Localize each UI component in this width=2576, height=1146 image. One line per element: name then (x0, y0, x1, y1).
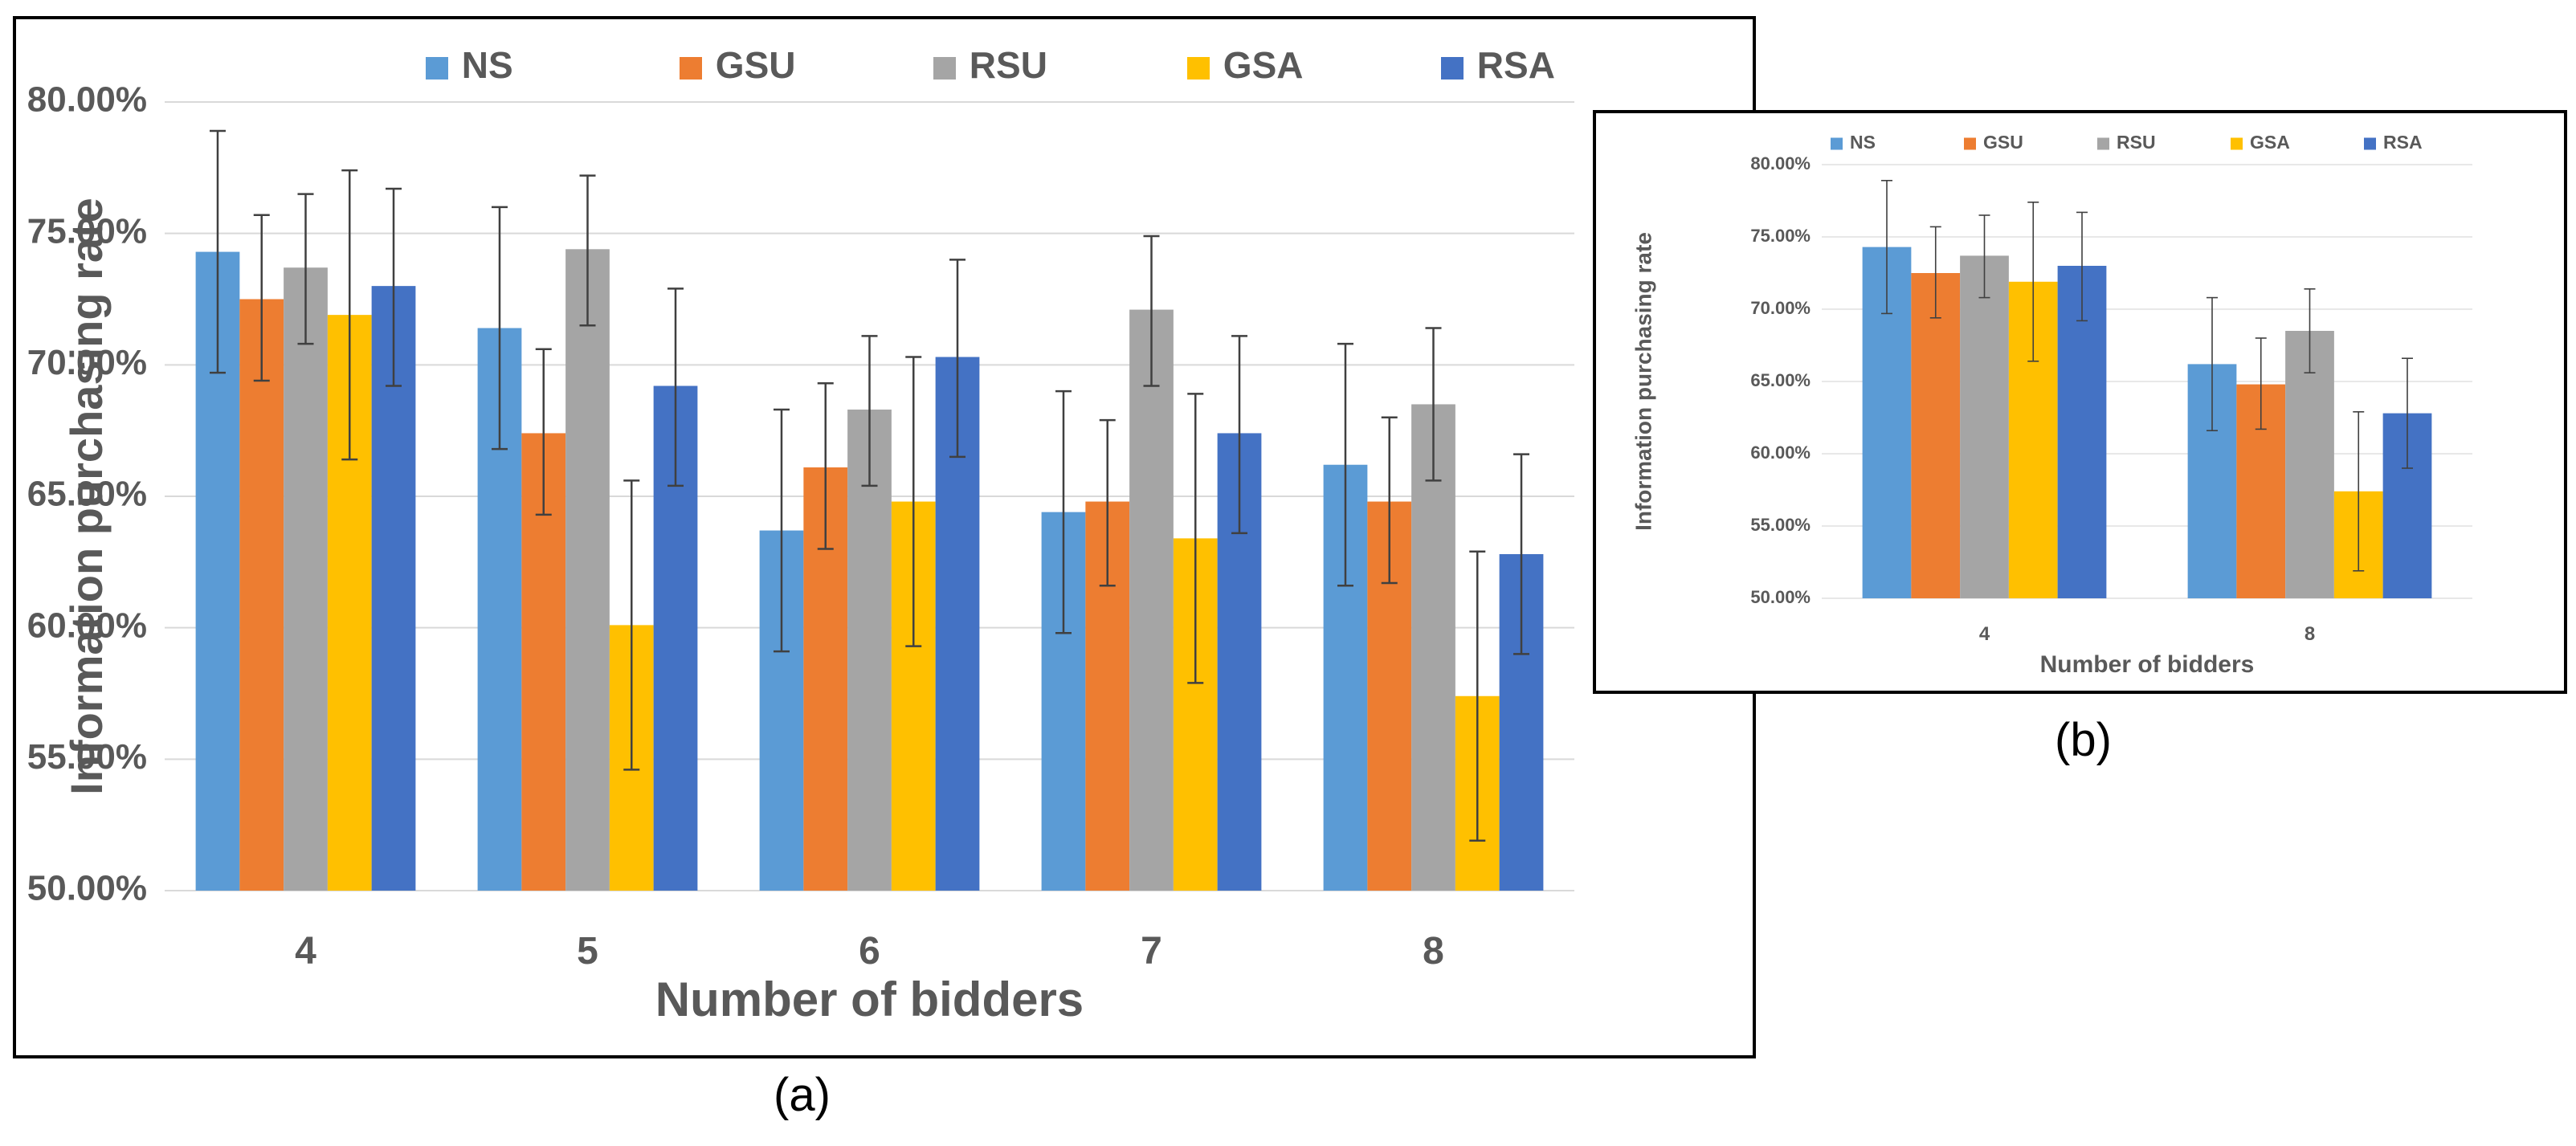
y-tick-label: 80.00% (27, 80, 147, 120)
legend-label-gsu: GSU (716, 44, 796, 86)
y-tick-label: 55.00% (27, 737, 147, 777)
bar-rsu-5 (565, 249, 610, 891)
y-tick-label: 80.00% (1750, 153, 1811, 173)
y-tick-label: 60.00% (27, 606, 147, 645)
bar-gsu-4 (239, 299, 284, 891)
x-tick-label: 6 (859, 930, 880, 973)
bar-gsu-4 (1911, 273, 1961, 598)
legend-swatch-rsu (933, 57, 956, 80)
y-tick-label: 70.00% (1750, 298, 1811, 318)
legend-swatch-gsu (680, 57, 702, 80)
legend-swatch-rsa (1441, 57, 1464, 80)
x-tick-label: 5 (577, 930, 598, 973)
x-axis-title: Number of bidders (655, 973, 1084, 1026)
legend-label-ns: NS (462, 44, 513, 86)
legend-swatch-gsu (1964, 137, 1976, 150)
legend-label-rsu: RSU (2117, 132, 2156, 153)
legend-label-gsu: GSU (1983, 132, 2023, 153)
legend-label-rsa: RSA (1477, 44, 1555, 86)
bar-rsu-4 (284, 267, 328, 891)
y-tick-label: 55.00% (1750, 515, 1811, 535)
bar-rsu-7 (1129, 309, 1174, 891)
x-tick-label: 8 (1423, 930, 1444, 973)
x-tick-label: 4 (295, 930, 316, 973)
legend-swatch-ns (426, 57, 448, 80)
caption-a: (a) (774, 1069, 831, 1121)
y-tick-label: 50.00% (1750, 587, 1811, 607)
bar-rsu-8 (2285, 331, 2334, 598)
legend-label-rsa: RSA (2383, 132, 2423, 153)
legend-label-gsa: GSA (2250, 132, 2290, 153)
bar-rsu-8 (1411, 404, 1455, 891)
legend-swatch-gsa (2231, 137, 2243, 150)
x-axis-title: Number of bidders (2040, 651, 2255, 678)
legend-label-gsa: GSA (1223, 44, 1304, 86)
y-axis-title: Information purchasing rate (61, 198, 112, 795)
y-tick-label: 75.00% (1750, 226, 1811, 246)
caption-b: (b) (2055, 714, 2112, 766)
x-tick-label: 8 (2305, 623, 2315, 645)
y-axis-title: Information purchasing rate (1631, 232, 1655, 531)
x-tick-label: 4 (1979, 623, 1990, 645)
y-tick-label: 60.00% (1750, 442, 1811, 463)
bar-rsu-4 (1960, 255, 2009, 598)
legend-swatch-gsa (1187, 57, 1210, 80)
y-tick-label: 65.00% (27, 475, 147, 514)
legend-label-ns: NS (1850, 132, 1876, 153)
legend-label-rsu: RSU (970, 44, 1047, 86)
legend-swatch-rsu (2097, 137, 2109, 150)
y-tick-label: 50.00% (27, 869, 147, 908)
legend-swatch-ns (1831, 137, 1843, 150)
y-tick-label: 65.00% (1750, 370, 1811, 390)
x-tick-label: 7 (1141, 930, 1162, 973)
y-tick-label: 70.00% (27, 343, 147, 382)
legend-swatch-rsa (2364, 137, 2376, 150)
bar-rsu-6 (847, 409, 892, 891)
y-tick-label: 75.00% (27, 211, 147, 251)
